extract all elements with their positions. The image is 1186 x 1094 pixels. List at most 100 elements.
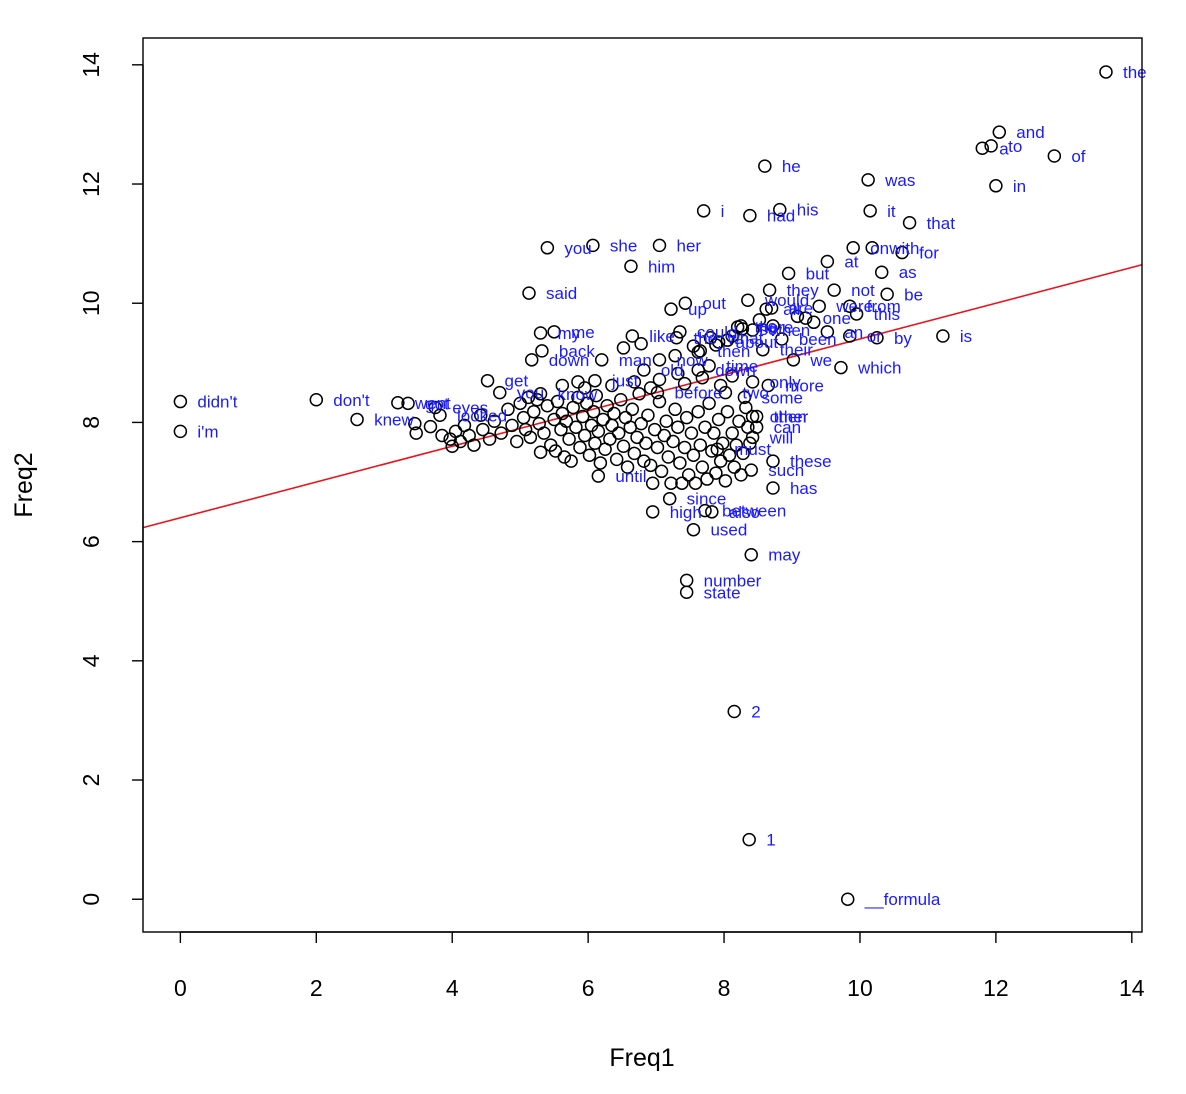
data-point (849, 307, 864, 321)
point-label: but (806, 264, 830, 283)
data-point (702, 396, 716, 411)
data-point (720, 404, 735, 419)
data-point (620, 460, 635, 474)
data-point (759, 302, 773, 316)
data-point (423, 419, 438, 434)
data-point (521, 390, 536, 405)
data-point (807, 315, 821, 330)
point-label: their (780, 341, 813, 360)
data-point (758, 159, 772, 173)
data-point (573, 440, 587, 455)
data-point (555, 378, 570, 393)
data-point (593, 456, 608, 470)
data-point (474, 408, 488, 423)
data-point (666, 434, 680, 449)
y-tick-label: 4 (78, 654, 104, 667)
data-point (616, 341, 631, 355)
data-point (840, 892, 855, 906)
point-label: went (414, 394, 451, 413)
point-label: as (899, 263, 917, 282)
data-point (652, 394, 667, 409)
data-point (846, 241, 860, 255)
data-point (634, 416, 648, 431)
data-point (493, 385, 507, 400)
data-point (559, 414, 574, 428)
data-point (775, 332, 789, 346)
point-label: high (670, 503, 702, 522)
data-point (677, 440, 692, 455)
y-tick-label: 6 (78, 535, 104, 548)
data-point (669, 331, 684, 345)
data-point (745, 375, 760, 389)
point-label: from (867, 297, 901, 316)
point-label: out (702, 294, 726, 313)
data-point (611, 426, 626, 440)
data-point (679, 585, 694, 600)
data-point (709, 466, 723, 480)
point-label: up (688, 300, 707, 319)
point-label: can (774, 418, 801, 437)
data-point (476, 422, 490, 437)
data-point (625, 402, 640, 417)
data-point (643, 381, 658, 395)
data-point (718, 385, 733, 400)
data-point (762, 283, 777, 297)
data-point (720, 333, 735, 347)
data-point (591, 424, 606, 439)
point-label: eyes (452, 399, 488, 418)
data-point (766, 454, 780, 468)
point-label: so (759, 320, 777, 339)
point-label: him (648, 257, 675, 276)
data-point (641, 408, 655, 423)
data-point (557, 450, 572, 464)
data-point (743, 436, 757, 451)
data-point (741, 293, 755, 307)
point-label: said (546, 284, 577, 303)
data-point (713, 378, 728, 393)
point-label: more (785, 376, 824, 395)
point-label: before (674, 384, 722, 403)
data-point (639, 436, 653, 451)
data-point (798, 311, 813, 325)
point-label: he (782, 157, 801, 176)
data-point (494, 426, 508, 440)
point-label: down (715, 361, 756, 380)
point-label: old (661, 361, 684, 380)
point-label: or (867, 327, 882, 346)
regression-line-layer (142, 264, 1143, 529)
data-point (725, 369, 739, 383)
data-point (594, 353, 609, 367)
point-label: know (558, 385, 598, 404)
plot-frame (142, 37, 1143, 933)
data-point (764, 301, 779, 315)
point-label: these (790, 452, 832, 471)
data-point (790, 309, 805, 324)
point-label: knew (374, 410, 414, 429)
point-label: her (676, 236, 701, 255)
data-point (744, 463, 758, 477)
y-tick-label: 10 (78, 290, 104, 316)
data-point (522, 286, 536, 300)
data-point (677, 376, 692, 391)
data-point (693, 344, 708, 358)
point-label: state (704, 583, 741, 602)
data-point (524, 353, 539, 367)
data-point (650, 385, 665, 400)
data-point (609, 452, 624, 467)
data-point (637, 363, 651, 377)
data-point (625, 329, 640, 343)
data-point (624, 259, 638, 274)
point-label: his (797, 201, 819, 220)
data-point (695, 460, 710, 474)
data-point (693, 438, 708, 452)
data-point (645, 505, 660, 519)
point-label: this (874, 305, 900, 324)
point-label: at (844, 253, 858, 272)
data-point (607, 406, 621, 421)
point-label: we (809, 351, 832, 370)
point-label: no (758, 317, 777, 336)
data-point (870, 331, 884, 345)
point-label: would (764, 291, 809, 310)
point-label: there (755, 318, 794, 337)
